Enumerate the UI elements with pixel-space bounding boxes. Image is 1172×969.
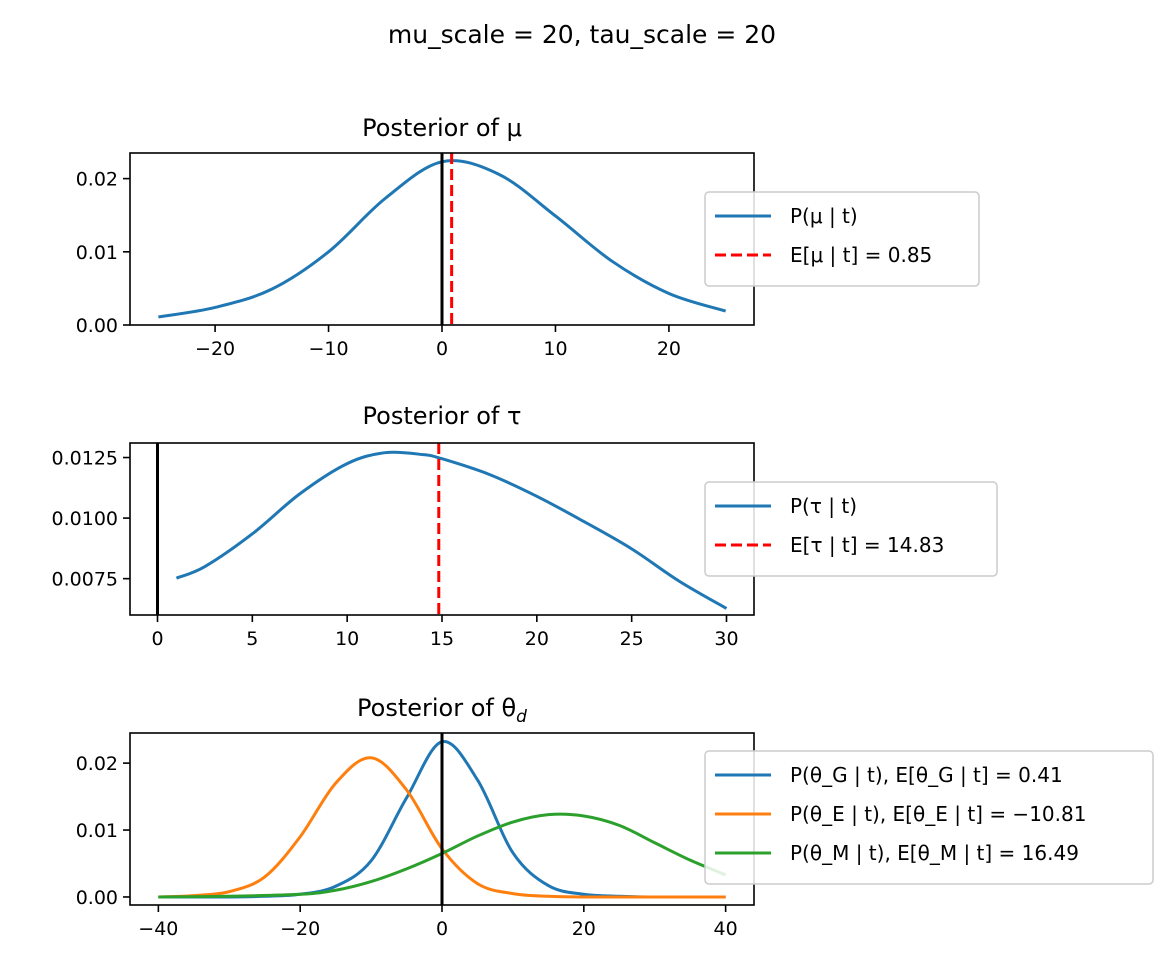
theta-legend-label: P(θ_G | t), E[θ_G | t] = 0.41 <box>790 763 1063 787</box>
theta-xtick-label: −20 <box>280 918 320 940</box>
mu-legend: P(μ | t) E[μ | t] = 0.85 <box>704 191 980 287</box>
tau-legend-label: P(τ | t) <box>790 494 857 518</box>
tau-xtick-label: 30 <box>714 628 738 650</box>
tau-xtick-label: 0 <box>151 628 163 650</box>
mu-legend-frame <box>704 191 980 287</box>
theta-xtick-label: 0 <box>436 918 448 940</box>
theta-legend-label: P(θ_M | t), E[θ_M | t] = 16.49 <box>790 841 1079 865</box>
mu-xtick-label: 10 <box>543 338 567 360</box>
tau-ytick-label: 0.0075 <box>52 569 118 591</box>
mu-xtick-label: −20 <box>195 338 235 360</box>
tau-xtick-label: 5 <box>246 628 258 650</box>
theta-legend: P(θ_G | t), E[θ_G | t] = 0.41 P(θ_E | t),… <box>704 750 1154 885</box>
mu-title: Posterior of μ <box>362 114 522 142</box>
figure-suptitle: mu_scale = 20, tau_scale = 20 <box>388 20 776 49</box>
subplot-mu: Posterior of μ −20 −10 0 10 20 0.00 0.01 0.02 P(μ… <box>76 114 980 360</box>
subplot-tau: Posterior of τ 0 5 10 15 20 25 30 0.0075 0.0100 0.… <box>52 402 998 650</box>
theta-ytick-label: 0.01 <box>76 820 118 842</box>
theta-series-line-2 <box>158 812 727 899</box>
theta-ytick-label: 0.02 <box>76 753 118 775</box>
theta-legend-label: P(θ_E | t), E[θ_E | t] = −10.81 <box>790 802 1086 826</box>
mu-xtick-label: −10 <box>308 338 348 360</box>
mu-xtick-label: 20 <box>657 338 681 360</box>
theta-xtick-label: 40 <box>714 918 738 940</box>
theta-title: Posterior of θd <box>357 694 527 727</box>
theta-xtick-label: 20 <box>572 918 596 940</box>
tau-xtick-label: 20 <box>525 628 549 650</box>
tau-ytick-label: 0.0100 <box>52 508 118 530</box>
tau-xtick-label: 10 <box>335 628 359 650</box>
tau-series-line-0 <box>175 450 728 610</box>
subplot-theta: Posterior of θd −40 −20 0 20 40 0.00 0.01 0.02 P(… <box>76 694 1154 940</box>
tau-axes-frame <box>129 442 755 616</box>
mu-legend-label: E[μ | t] = 0.85 <box>790 243 932 267</box>
tau-title: Posterior of τ <box>363 402 522 430</box>
theta-series-line-1 <box>158 756 726 899</box>
mu-legend-label: P(μ | t) <box>790 204 858 228</box>
tau-legend: P(τ | t) E[τ | t] = 14.83 <box>704 481 998 577</box>
mu-ytick-label: 0.02 <box>76 169 118 191</box>
tau-ytick-label: 0.0125 <box>52 448 118 470</box>
theta-xtick-label: −40 <box>138 918 178 940</box>
theta-ytick-label: 0.00 <box>76 887 118 909</box>
mu-xtick-label: 0 <box>436 338 448 360</box>
mu-ytick-label: 0.01 <box>76 242 118 264</box>
tau-legend-frame <box>704 481 998 577</box>
tau-legend-label: E[τ | t] = 14.83 <box>790 533 944 557</box>
mu-ytick-label: 0.00 <box>76 315 118 337</box>
tau-xtick-label: 15 <box>430 628 454 650</box>
theta-legend-frame <box>704 750 1154 885</box>
tau-xtick-label: 25 <box>620 628 644 650</box>
